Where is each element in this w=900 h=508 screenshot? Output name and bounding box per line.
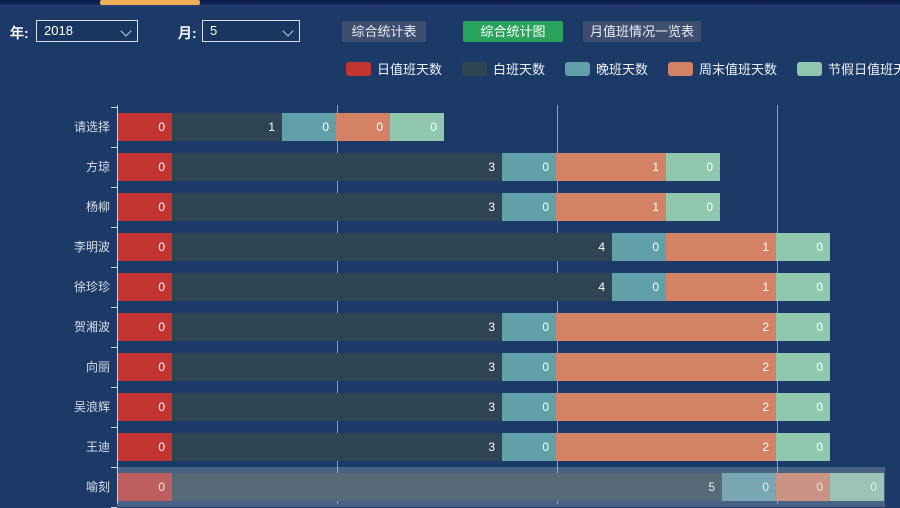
bar-segment-节假日值班天数[interactable]: 0 (390, 113, 444, 141)
bar-segment-节假日值班天数[interactable]: 0 (830, 473, 884, 501)
chart-row: 05000 (118, 473, 884, 501)
bar-segment-白班天数[interactable]: 3 (172, 153, 502, 181)
bar-segment-周末值班天数[interactable]: 2 (556, 393, 776, 421)
bar-segment-日值班天数[interactable]: 0 (118, 193, 172, 221)
bar-segment-周末值班天数[interactable]: 1 (556, 153, 666, 181)
category-label: 喻刻 (0, 473, 110, 501)
chart-row: 03020 (118, 393, 830, 421)
bar-segment-白班天数[interactable]: 3 (172, 433, 502, 461)
bar-segment-节假日值班天数[interactable]: 0 (776, 393, 830, 421)
bar-segment-日值班天数[interactable]: 0 (118, 353, 172, 381)
bar-segment-白班天数[interactable]: 1 (172, 113, 282, 141)
bar-segment-白班天数[interactable]: 3 (172, 353, 502, 381)
chart-row: 03010 (118, 153, 720, 181)
bar-segment-周末值班天数[interactable]: 2 (556, 313, 776, 341)
y-axis-tick (111, 267, 117, 268)
category-label: 王迪 (0, 433, 110, 461)
category-label: 方琼 (0, 153, 110, 181)
bar-segment-节假日值班天数[interactable]: 0 (776, 273, 830, 301)
chart-row: 01000 (118, 113, 444, 141)
bar-segment-日值班天数[interactable]: 0 (118, 473, 172, 501)
category-label: 请选择 (0, 113, 110, 141)
bar-segment-晚班天数[interactable]: 0 (612, 233, 666, 261)
bar-segment-节假日值班天数[interactable]: 0 (776, 433, 830, 461)
bar-segment-节假日值班天数[interactable]: 0 (666, 193, 720, 221)
bar-segment-日值班天数[interactable]: 0 (118, 273, 172, 301)
bar-segment-晚班天数[interactable]: 0 (502, 393, 556, 421)
chart-row: 03020 (118, 353, 830, 381)
bar-segment-周末值班天数[interactable]: 2 (556, 353, 776, 381)
category-label: 向丽 (0, 353, 110, 381)
y-axis-tick (111, 107, 117, 108)
bar-segment-白班天数[interactable]: 3 (172, 313, 502, 341)
bar-segment-节假日值班天数[interactable]: 0 (776, 353, 830, 381)
category-label: 李明波 (0, 233, 110, 261)
duty-statistics-chart: 请选择01000方琼03010杨柳03010李明波04010徐珍珍04010贺湘… (0, 0, 900, 504)
bar-segment-节假日值班天数[interactable]: 0 (776, 233, 830, 261)
bar-segment-白班天数[interactable]: 3 (172, 393, 502, 421)
bar-segment-晚班天数[interactable]: 0 (502, 193, 556, 221)
bar-segment-白班天数[interactable]: 5 (172, 473, 722, 501)
y-axis-tick (111, 227, 117, 228)
bar-segment-周末值班天数[interactable]: 0 (336, 113, 390, 141)
bar-segment-白班天数[interactable]: 4 (172, 273, 612, 301)
category-label: 吴浪辉 (0, 393, 110, 421)
y-axis-tick (111, 347, 117, 348)
bar-segment-节假日值班天数[interactable]: 0 (666, 153, 720, 181)
bar-segment-日值班天数[interactable]: 0 (118, 113, 172, 141)
y-axis-tick (111, 427, 117, 428)
y-axis-tick (111, 187, 117, 188)
bar-segment-晚班天数[interactable]: 0 (502, 433, 556, 461)
bar-segment-周末值班天数[interactable]: 1 (556, 193, 666, 221)
bar-segment-白班天数[interactable]: 4 (172, 233, 612, 261)
category-label: 杨柳 (0, 193, 110, 221)
bar-segment-白班天数[interactable]: 3 (172, 193, 502, 221)
bar-segment-日值班天数[interactable]: 0 (118, 153, 172, 181)
chart-row: 04010 (118, 233, 830, 261)
chart-row: 03010 (118, 193, 720, 221)
bar-segment-节假日值班天数[interactable]: 0 (776, 313, 830, 341)
y-axis-tick (111, 467, 117, 468)
bar-segment-周末值班天数[interactable]: 1 (666, 233, 776, 261)
bar-segment-周末值班天数[interactable]: 1 (666, 273, 776, 301)
bar-segment-日值班天数[interactable]: 0 (118, 233, 172, 261)
bar-segment-日值班天数[interactable]: 0 (118, 393, 172, 421)
y-axis-tick (111, 387, 117, 388)
bar-segment-晚班天数[interactable]: 0 (612, 273, 666, 301)
y-axis-tick (111, 307, 117, 308)
chart-row: 03020 (118, 313, 830, 341)
bar-segment-晚班天数[interactable]: 0 (722, 473, 776, 501)
bar-segment-晚班天数[interactable]: 0 (282, 113, 336, 141)
category-label: 贺湘波 (0, 313, 110, 341)
bar-segment-周末值班天数[interactable]: 0 (776, 473, 830, 501)
y-axis-tick (111, 147, 117, 148)
bar-segment-晚班天数[interactable]: 0 (502, 353, 556, 381)
bar-segment-周末值班天数[interactable]: 2 (556, 433, 776, 461)
bar-segment-晚班天数[interactable]: 0 (502, 313, 556, 341)
chart-row: 04010 (118, 273, 830, 301)
bar-segment-日值班天数[interactable]: 0 (118, 313, 172, 341)
category-label: 徐珍珍 (0, 273, 110, 301)
chart-row: 03020 (118, 433, 830, 461)
bar-segment-日值班天数[interactable]: 0 (118, 433, 172, 461)
bar-segment-晚班天数[interactable]: 0 (502, 153, 556, 181)
